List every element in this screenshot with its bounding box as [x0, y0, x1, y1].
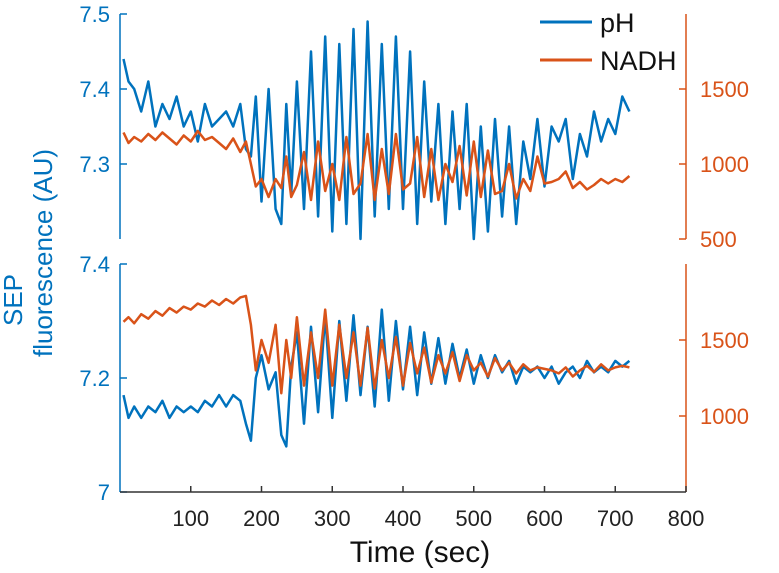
y-axis-label-line-1: SEP [0, 274, 28, 326]
legend-label-ph: pH [600, 8, 635, 38]
bottom-panel: 7 7.2 7.4 1000 1500 [79, 252, 749, 505]
legend-label-nadh: NADH [600, 46, 677, 76]
x-axis-label: Time (sec) [350, 536, 491, 569]
left-tick-label: 7.3 [79, 152, 110, 177]
left-tick-label: 7.4 [79, 252, 110, 277]
right-tick-label: 1500 [700, 77, 749, 102]
series-line-ph-top [122, 20, 631, 241]
series-line-nadh-top [122, 129, 631, 202]
x-tick-label: 600 [526, 506, 563, 531]
top-panel: 7.3 7.4 7.5 500 1000 1500 [79, 2, 749, 252]
right-tick-label: 1000 [700, 152, 749, 177]
right-tick-label: 500 [700, 227, 737, 252]
y-axis-label-line-2: fluorescence (AU) [28, 149, 58, 357]
left-tick-label: 7.5 [79, 2, 110, 27]
left-tick-label: 7.4 [79, 77, 110, 102]
x-tick-label: 300 [314, 506, 351, 531]
x-tick-label: 100 [172, 506, 209, 531]
right-tick-label: 1500 [700, 328, 749, 353]
left-tick-label: 7.2 [79, 366, 110, 391]
legend: pH NADH [540, 8, 677, 76]
series-line-nadh-bottom [122, 294, 630, 395]
x-tick-label: 800 [668, 506, 705, 531]
left-tick-label: 7 [98, 480, 110, 505]
x-tick-label: 700 [597, 506, 634, 531]
x-axis: 100 200 300 400 500 600 700 800 [120, 486, 704, 531]
x-tick-label: 500 [455, 506, 492, 531]
right-tick-label: 1000 [700, 404, 749, 429]
x-tick-label: 400 [385, 506, 422, 531]
x-tick-label: 200 [243, 506, 280, 531]
